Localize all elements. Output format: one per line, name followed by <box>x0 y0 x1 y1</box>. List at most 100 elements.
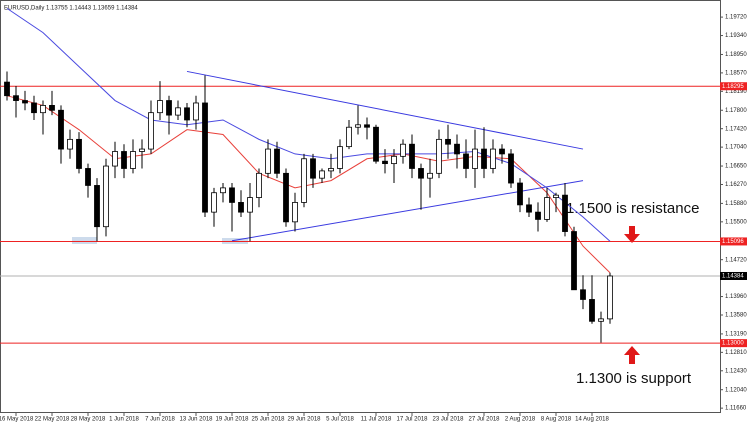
level-label-box <box>720 82 747 91</box>
level-label: 1.14384 <box>722 274 744 280</box>
y-tick-label: 1.12430 <box>725 368 747 374</box>
candle-body <box>283 172 289 223</box>
x-tick-label: 13 Jun 2018 <box>179 417 213 423</box>
y-tick-label: 1.13190 <box>725 331 747 337</box>
y-tick-label: 1.16650 <box>725 164 747 170</box>
candle-body <box>202 102 208 213</box>
candle-body <box>472 148 478 169</box>
candle-body <box>31 102 37 114</box>
candle-body <box>589 299 595 322</box>
candle-body <box>103 165 109 228</box>
candle-body <box>346 126 352 148</box>
x-tick-label: 29 Jun 2018 <box>287 417 321 423</box>
candle-body <box>220 187 226 194</box>
candle-body <box>40 105 46 114</box>
candle-body <box>409 143 415 169</box>
x-tick-label: 16 May 2018 <box>0 417 34 423</box>
candle-body <box>4 81 10 97</box>
y-tick-label: 1.12040 <box>725 387 747 393</box>
candle-body <box>310 158 316 179</box>
level-label: 1.13000 <box>722 341 744 347</box>
candle-body <box>247 197 253 213</box>
candle-body <box>481 148 487 169</box>
candle-body <box>364 124 370 128</box>
candle-body <box>130 151 136 169</box>
x-tick-label: 7 Jun 2018 <box>145 417 175 423</box>
candle-body <box>562 194 568 232</box>
candle-body <box>319 170 325 179</box>
y-tick-label: 1.11660 <box>725 406 747 412</box>
candle-body <box>301 158 307 203</box>
candle-body <box>337 146 343 169</box>
x-tick-label: 1 Jun 2018 <box>109 417 139 423</box>
y-tick-label: 1.18950 <box>725 52 747 58</box>
y-tick-label: 1.13960 <box>725 294 747 300</box>
candle-body <box>166 100 172 116</box>
candle-body <box>454 143 460 155</box>
x-tick-label: 11 Jul 2018 <box>361 417 392 423</box>
x-tick-label: 14 Aug 2018 <box>575 417 609 423</box>
candle-body <box>544 197 550 220</box>
y-tick-label: 1.16270 <box>725 182 747 188</box>
candle-body <box>22 100 28 104</box>
candle-body <box>598 318 604 322</box>
y-tick-label: 1.19720 <box>725 15 747 21</box>
chart-title: EURUSD,Daily 1.13755 1.14443 1.13659 1.1… <box>4 6 138 12</box>
candle-body <box>499 148 505 155</box>
candle-body <box>418 168 424 179</box>
candle-body <box>427 172 433 179</box>
candle-body <box>76 138 82 169</box>
candle-body <box>355 124 361 128</box>
y-tick-label: 1.18570 <box>725 70 747 76</box>
candle-body <box>508 153 514 184</box>
level-label-box <box>720 339 747 348</box>
candle-body <box>67 138 73 150</box>
y-tick-label: 1.19340 <box>725 33 747 39</box>
highlight <box>72 237 97 244</box>
candle-body <box>382 160 388 165</box>
candle-body <box>580 289 586 300</box>
candle-body <box>490 148 496 169</box>
candle-body <box>292 202 298 223</box>
candle-body <box>391 155 397 165</box>
candle-body <box>328 168 334 172</box>
annotation: 1.1300 is support <box>576 370 692 387</box>
x-tick-label: 5 Jul 2018 <box>326 417 354 423</box>
candle-body <box>85 168 91 186</box>
candle-body <box>526 204 532 213</box>
candle-body <box>607 275 613 320</box>
y-tick-label: 1.17040 <box>725 145 747 151</box>
x-tick-label: 19 Jun 2018 <box>215 417 249 423</box>
y-tick-label: 1.15500 <box>725 219 747 225</box>
candle-body <box>157 100 163 114</box>
candle-body <box>436 138 442 174</box>
y-tick-label: 1.13580 <box>725 313 747 319</box>
candle-body <box>112 151 118 167</box>
x-tick-label: 25 Jun 2018 <box>251 417 285 423</box>
candle-body <box>193 102 199 121</box>
candle-body <box>571 231 577 291</box>
candle-body <box>463 153 469 169</box>
trendline <box>231 180 584 242</box>
y-tick-label: 1.17420 <box>725 126 747 132</box>
arrow-down <box>624 226 640 243</box>
x-tick-label: 23 Jul 2018 <box>432 417 464 423</box>
candle-body <box>148 112 154 150</box>
candle-body <box>256 172 262 198</box>
candle-body <box>535 211 541 220</box>
level-label: 1.18295 <box>722 84 744 90</box>
x-tick-label: 17 Jul 2018 <box>396 417 428 423</box>
candle-body <box>265 148 271 174</box>
level-label-box <box>720 271 747 280</box>
arrow-up <box>624 346 640 364</box>
candle-body <box>211 192 217 213</box>
x-tick-label: 2 Aug 2018 <box>505 417 536 423</box>
plot-frame <box>0 0 721 413</box>
trendline <box>186 70 584 150</box>
level-label: 1.15096 <box>722 239 744 245</box>
y-tick-label: 1.12810 <box>725 350 747 356</box>
candle-body <box>94 185 100 228</box>
candle-body <box>175 107 181 116</box>
candle-body <box>49 105 55 111</box>
